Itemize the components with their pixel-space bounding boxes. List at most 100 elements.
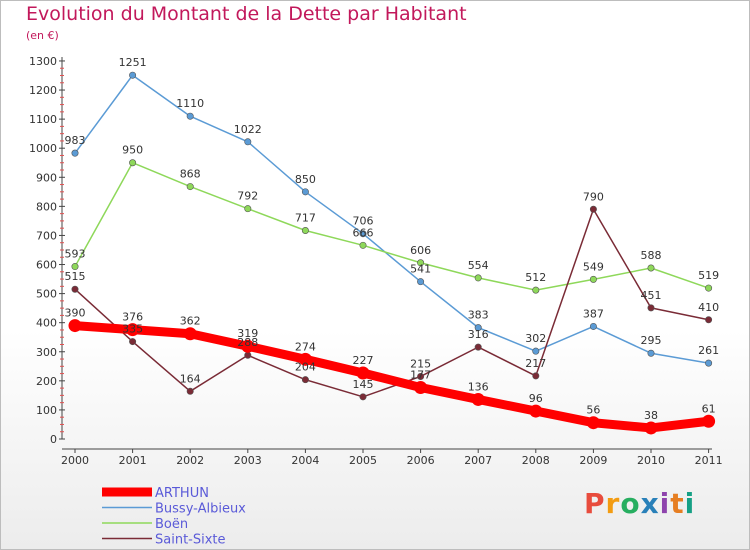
y-tick-label: 300 xyxy=(36,346,57,359)
data-point-bo-n xyxy=(532,286,540,294)
data-point-arthun xyxy=(126,323,140,337)
series-line-saint-sixte xyxy=(74,208,710,398)
data-label-bussy-albieux: 383 xyxy=(468,309,489,322)
data-point-bo-n xyxy=(129,159,137,167)
y-tick-label: 500 xyxy=(36,288,57,301)
data-point-bussy-albieux xyxy=(71,149,79,157)
x-tick-label: 2005 xyxy=(349,454,377,467)
data-label-bussy-albieux: 261 xyxy=(698,344,719,357)
data-label-bussy-albieux: 1251 xyxy=(119,56,147,69)
data-point-bussy-albieux xyxy=(301,188,309,196)
data-label-bussy-albieux: 1110 xyxy=(176,97,204,110)
series-line-arthun xyxy=(70,321,714,433)
data-point-bo-n xyxy=(186,183,194,191)
data-point-saint-sixte xyxy=(532,372,540,380)
data-label-bo-n: 554 xyxy=(468,259,489,272)
x-tick-label: 2002 xyxy=(176,454,204,467)
data-label-arthun: 227 xyxy=(353,354,374,367)
y-tick-label: 1000 xyxy=(29,142,57,155)
series-line-bussy-albieux xyxy=(74,74,710,364)
data-label-bo-n: 549 xyxy=(583,260,604,273)
data-label-arthun: 362 xyxy=(180,315,201,328)
data-label-saint-sixte: 217 xyxy=(525,357,546,370)
y-tick-label: 1200 xyxy=(29,84,57,97)
data-label-bo-n: 950 xyxy=(122,144,143,157)
data-label-bussy-albieux: 983 xyxy=(65,134,86,147)
data-label-bo-n: 717 xyxy=(295,211,316,224)
data-label-arthun: 390 xyxy=(65,307,86,320)
logo-letter: i xyxy=(659,487,671,520)
data-labels-layer: 983 1251 1110 1022 850 706 541 383 302 387 295 261 5… xyxy=(65,56,720,422)
logo-letter: t xyxy=(670,487,685,520)
data-point-bussy-albieux xyxy=(417,278,425,286)
data-label-arthun: 319 xyxy=(237,327,258,340)
data-label-arthun: 274 xyxy=(295,340,316,353)
data-label-saint-sixte: 164 xyxy=(180,372,201,385)
data-point-bussy-albieux xyxy=(647,349,655,357)
data-point-bussy-albieux xyxy=(589,322,597,330)
x-tick-label: 2007 xyxy=(464,454,492,467)
x-tick-label: 2003 xyxy=(234,454,262,467)
data-point-bussy-albieux xyxy=(244,138,252,146)
data-label-saint-sixte: 204 xyxy=(295,361,316,374)
logo-letter: x xyxy=(640,487,660,520)
data-point-bo-n xyxy=(301,226,309,234)
data-point-arthun xyxy=(241,339,255,353)
y-tick-label: 0 xyxy=(50,433,57,446)
legend-label-saint-sixte: Saint-Sixte xyxy=(155,533,226,548)
data-label-saint-sixte: 145 xyxy=(353,378,374,391)
data-label-arthun: 376 xyxy=(122,311,143,324)
data-point-arthun xyxy=(529,404,543,418)
data-point-arthun xyxy=(414,381,428,395)
data-label-arthun: 177 xyxy=(410,369,431,382)
logo-letter: i xyxy=(684,487,696,520)
data-point-bussy-albieux xyxy=(129,71,137,79)
data-point-saint-sixte xyxy=(474,343,482,351)
data-point-bo-n xyxy=(589,275,597,283)
logo-letter: P xyxy=(584,487,606,520)
x-tick-label: 2000 xyxy=(61,454,89,467)
legend-label-arthun: ARTHUN xyxy=(155,486,209,501)
data-point-saint-sixte xyxy=(244,351,252,359)
series-line-bo-n xyxy=(74,161,710,291)
data-point-saint-sixte xyxy=(705,316,713,324)
data-point-saint-sixte xyxy=(301,376,309,384)
data-point-arthun xyxy=(644,421,658,435)
data-label-bo-n: 519 xyxy=(698,269,719,282)
data-label-bussy-albieux: 850 xyxy=(295,173,316,186)
legend-label-bo-n: Boën xyxy=(155,517,188,532)
legend-label-bussy-albieux: Bussy-Albieux xyxy=(155,502,246,517)
data-label-bo-n: 666 xyxy=(353,226,374,239)
y-tick-label: 800 xyxy=(36,200,57,213)
data-point-saint-sixte xyxy=(186,387,194,395)
chart-axes: 0 100 200 300 400 500 600 700 800 900 1000 1100 1200… xyxy=(29,55,723,467)
data-label-saint-sixte: 410 xyxy=(698,301,719,314)
data-point-bussy-albieux xyxy=(474,324,482,332)
data-point-bussy-albieux xyxy=(359,230,367,238)
data-label-bussy-albieux: 541 xyxy=(410,263,431,276)
data-label-bo-n: 792 xyxy=(237,190,258,203)
series-layer xyxy=(68,71,716,435)
data-point-arthun xyxy=(183,327,197,341)
data-label-bo-n: 593 xyxy=(65,248,86,261)
proxiti-logo: Proxiti xyxy=(584,487,695,520)
logo-letter: r xyxy=(605,487,621,520)
data-point-saint-sixte xyxy=(417,372,425,380)
data-label-arthun: 61 xyxy=(702,402,716,415)
data-label-bussy-albieux: 302 xyxy=(525,332,546,345)
chart-subtitle: (en €) xyxy=(26,29,59,42)
y-tick-label: 100 xyxy=(36,404,57,417)
data-label-bo-n: 868 xyxy=(180,168,201,181)
data-point-bo-n xyxy=(647,264,655,272)
data-label-arthun: 96 xyxy=(529,392,543,405)
x-tick-label: 2008 xyxy=(522,454,550,467)
x-tick-label: 2010 xyxy=(637,454,665,467)
data-point-saint-sixte xyxy=(129,338,137,346)
chart-title: Evolution du Montant de la Dette par Hab… xyxy=(26,3,467,25)
data-point-bo-n xyxy=(474,274,482,282)
data-label-arthun: 38 xyxy=(644,409,658,422)
data-point-bussy-albieux xyxy=(532,347,540,355)
data-label-saint-sixte: 335 xyxy=(122,323,143,336)
